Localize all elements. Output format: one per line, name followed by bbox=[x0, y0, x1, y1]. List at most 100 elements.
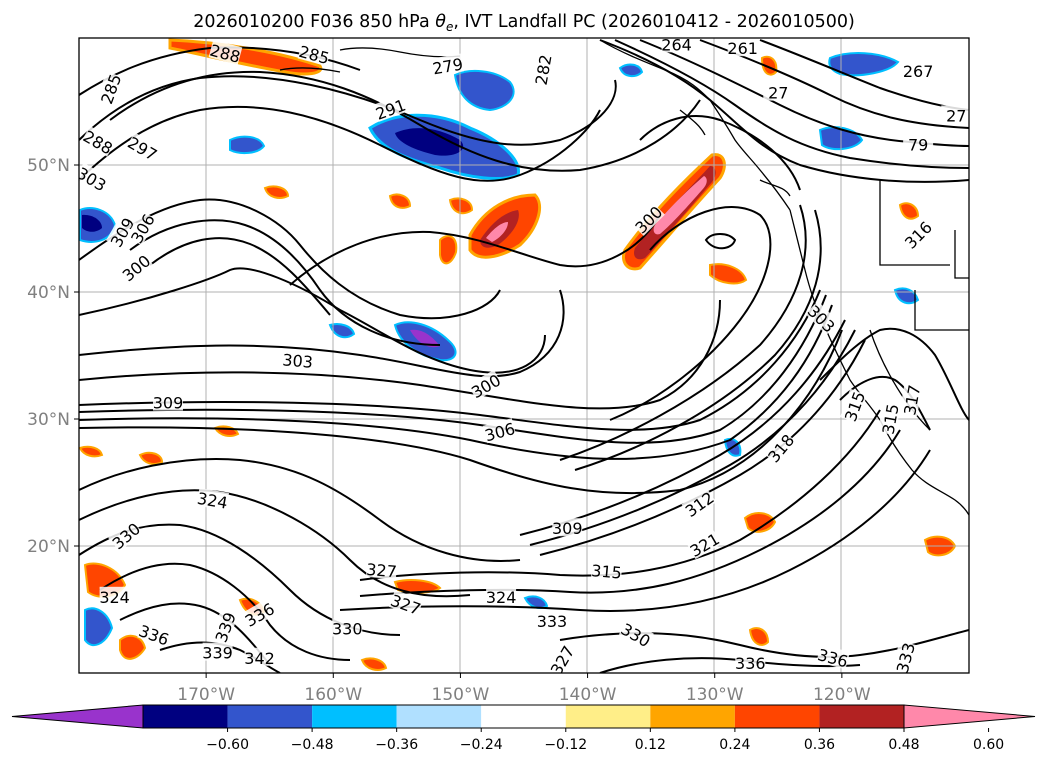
colorbar-bin bbox=[396, 705, 482, 728]
contour-label: 261 bbox=[727, 39, 758, 58]
colorbar-tick-label: −0.60 bbox=[206, 737, 249, 753]
contour-label-bg bbox=[903, 134, 934, 153]
contour-label-bg bbox=[153, 392, 183, 411]
contour-label-bg bbox=[877, 402, 901, 436]
neg-anomaly-central-core bbox=[410, 329, 440, 348]
contour-label-bg bbox=[81, 125, 117, 157]
contour-label-bg bbox=[125, 132, 161, 163]
contour-label-bg bbox=[118, 250, 153, 284]
contour-label-bg bbox=[840, 388, 868, 424]
pos-anomaly-b8 bbox=[119, 634, 147, 660]
colorbar-tick-label: 0.48 bbox=[888, 737, 919, 753]
contour-label-bg bbox=[332, 618, 363, 637]
colorbar: −0.60 −0.48 −0.36 −0.24 −0.12 0.12 0.24 0.36 0.4… bbox=[11, 704, 1036, 753]
pos-anomaly-b4 bbox=[263, 185, 290, 199]
contour-label-bg bbox=[900, 217, 935, 252]
contour-label-bg bbox=[99, 586, 130, 605]
contour-label-bg bbox=[467, 369, 503, 401]
colorbar-extend-high bbox=[903, 704, 1036, 729]
contour-label-bg bbox=[108, 518, 143, 552]
contour-label-bg bbox=[545, 642, 577, 673]
contour-label-bg bbox=[297, 40, 332, 67]
colorbar-tick-label: 0.36 bbox=[804, 737, 835, 753]
contour-label: 309 bbox=[552, 519, 583, 538]
contour-label: 324 bbox=[486, 588, 517, 607]
colorbar-bin bbox=[565, 705, 651, 728]
contour-label-bg bbox=[208, 39, 243, 65]
contour-label: 27 bbox=[946, 106, 966, 125]
colorbar-bin bbox=[650, 705, 735, 728]
contour-label: 79 bbox=[908, 136, 928, 155]
contour-label-bg bbox=[630, 201, 665, 236]
pos-anomaly-main-band-max bbox=[653, 176, 707, 235]
colorbar-tick-label: −0.48 bbox=[291, 737, 334, 753]
contour-label-bg bbox=[482, 418, 517, 444]
contour-label: 324 bbox=[99, 588, 130, 607]
contour-label-bg bbox=[106, 214, 137, 250]
y-tick-label: 40°N bbox=[27, 283, 70, 303]
contour-label: 327 bbox=[366, 560, 398, 582]
gridlines bbox=[79, 38, 969, 673]
neg-anomaly-small-2 bbox=[618, 63, 644, 78]
contour-label-bg bbox=[899, 383, 923, 417]
y-tick-label: 50°N bbox=[27, 156, 70, 176]
colorbar-frame bbox=[142, 704, 905, 729]
theta-symbol: θ bbox=[435, 12, 446, 32]
contour-label: 264 bbox=[661, 35, 692, 54]
y-tick-label: 30°N bbox=[27, 410, 70, 430]
colorbar-tick-label: −0.12 bbox=[544, 737, 587, 753]
contour-label-bg bbox=[196, 487, 230, 511]
neg-anomaly-small-5 bbox=[328, 323, 356, 339]
contour-label: 336 bbox=[735, 654, 766, 673]
x-tick-label: 120°W bbox=[813, 685, 871, 705]
contour-label-bg bbox=[763, 430, 797, 465]
x-tick-label: 140°W bbox=[559, 685, 617, 705]
contour-label: 309 bbox=[153, 393, 184, 412]
neg-anomaly-small-4 bbox=[84, 607, 114, 647]
contour-label: 339 bbox=[202, 644, 233, 663]
pos-anomaly-central-max bbox=[486, 222, 508, 242]
chart-title: 2026010200 F036 850 hPa θe, IVT Landfall… bbox=[193, 12, 855, 34]
colorbar-bin bbox=[227, 705, 313, 728]
pos-anomaly-b18 bbox=[360, 657, 388, 671]
neg-anomaly-small-8 bbox=[523, 595, 549, 609]
contour-label-bg bbox=[388, 589, 424, 618]
pos-anomaly-b3 bbox=[709, 263, 748, 285]
contour-label-bg bbox=[241, 598, 277, 630]
theta-subscript: e bbox=[446, 20, 453, 34]
contour-label-bg bbox=[79, 162, 110, 194]
contour-label-bg bbox=[735, 652, 766, 671]
contour-label: 342 bbox=[244, 649, 275, 668]
x-axis-ticks: 170°W 160°W 150°W 140°W 130°W 120°W bbox=[177, 673, 871, 705]
pos-anomaly-b1 bbox=[439, 235, 458, 265]
contour-label-bg bbox=[591, 560, 623, 581]
contour-label-bg bbox=[727, 38, 758, 57]
contour-label-bg bbox=[372, 94, 408, 122]
contour-label-bg bbox=[681, 487, 717, 520]
pos-anomaly-b17 bbox=[898, 202, 920, 220]
colorbar-tick-label: 0.12 bbox=[635, 737, 666, 753]
contour-label-bg bbox=[618, 618, 654, 650]
contour-label-bg bbox=[661, 38, 692, 53]
pos-anomaly-b2 bbox=[448, 197, 474, 215]
contour-label: 333 bbox=[537, 612, 568, 631]
contour-label-bg bbox=[536, 610, 567, 629]
contour-label: 267 bbox=[903, 62, 934, 81]
contour-label: 315 bbox=[591, 561, 623, 583]
colorbar-tick-label: 0.24 bbox=[719, 737, 750, 753]
contour-label-bg bbox=[686, 528, 722, 560]
neg-anomaly-small-1 bbox=[229, 135, 266, 155]
contour-label-bg bbox=[431, 53, 464, 77]
colorbar-bin bbox=[481, 705, 566, 728]
neg-anomaly-north bbox=[453, 69, 515, 112]
contour-label: 27 bbox=[768, 84, 788, 103]
colorbar-extend-low bbox=[11, 704, 144, 729]
contour-label-bg bbox=[805, 300, 840, 335]
contour-label-bg bbox=[202, 642, 233, 661]
x-tick-label: 170°W bbox=[177, 685, 235, 705]
pos-anomaly-b14 bbox=[79, 445, 104, 458]
y-axis-ticks: 20°N 30°N 40°N 50°N bbox=[27, 156, 79, 557]
y-tick-label: 20°N bbox=[27, 537, 70, 557]
colorbar-bin bbox=[734, 705, 820, 728]
